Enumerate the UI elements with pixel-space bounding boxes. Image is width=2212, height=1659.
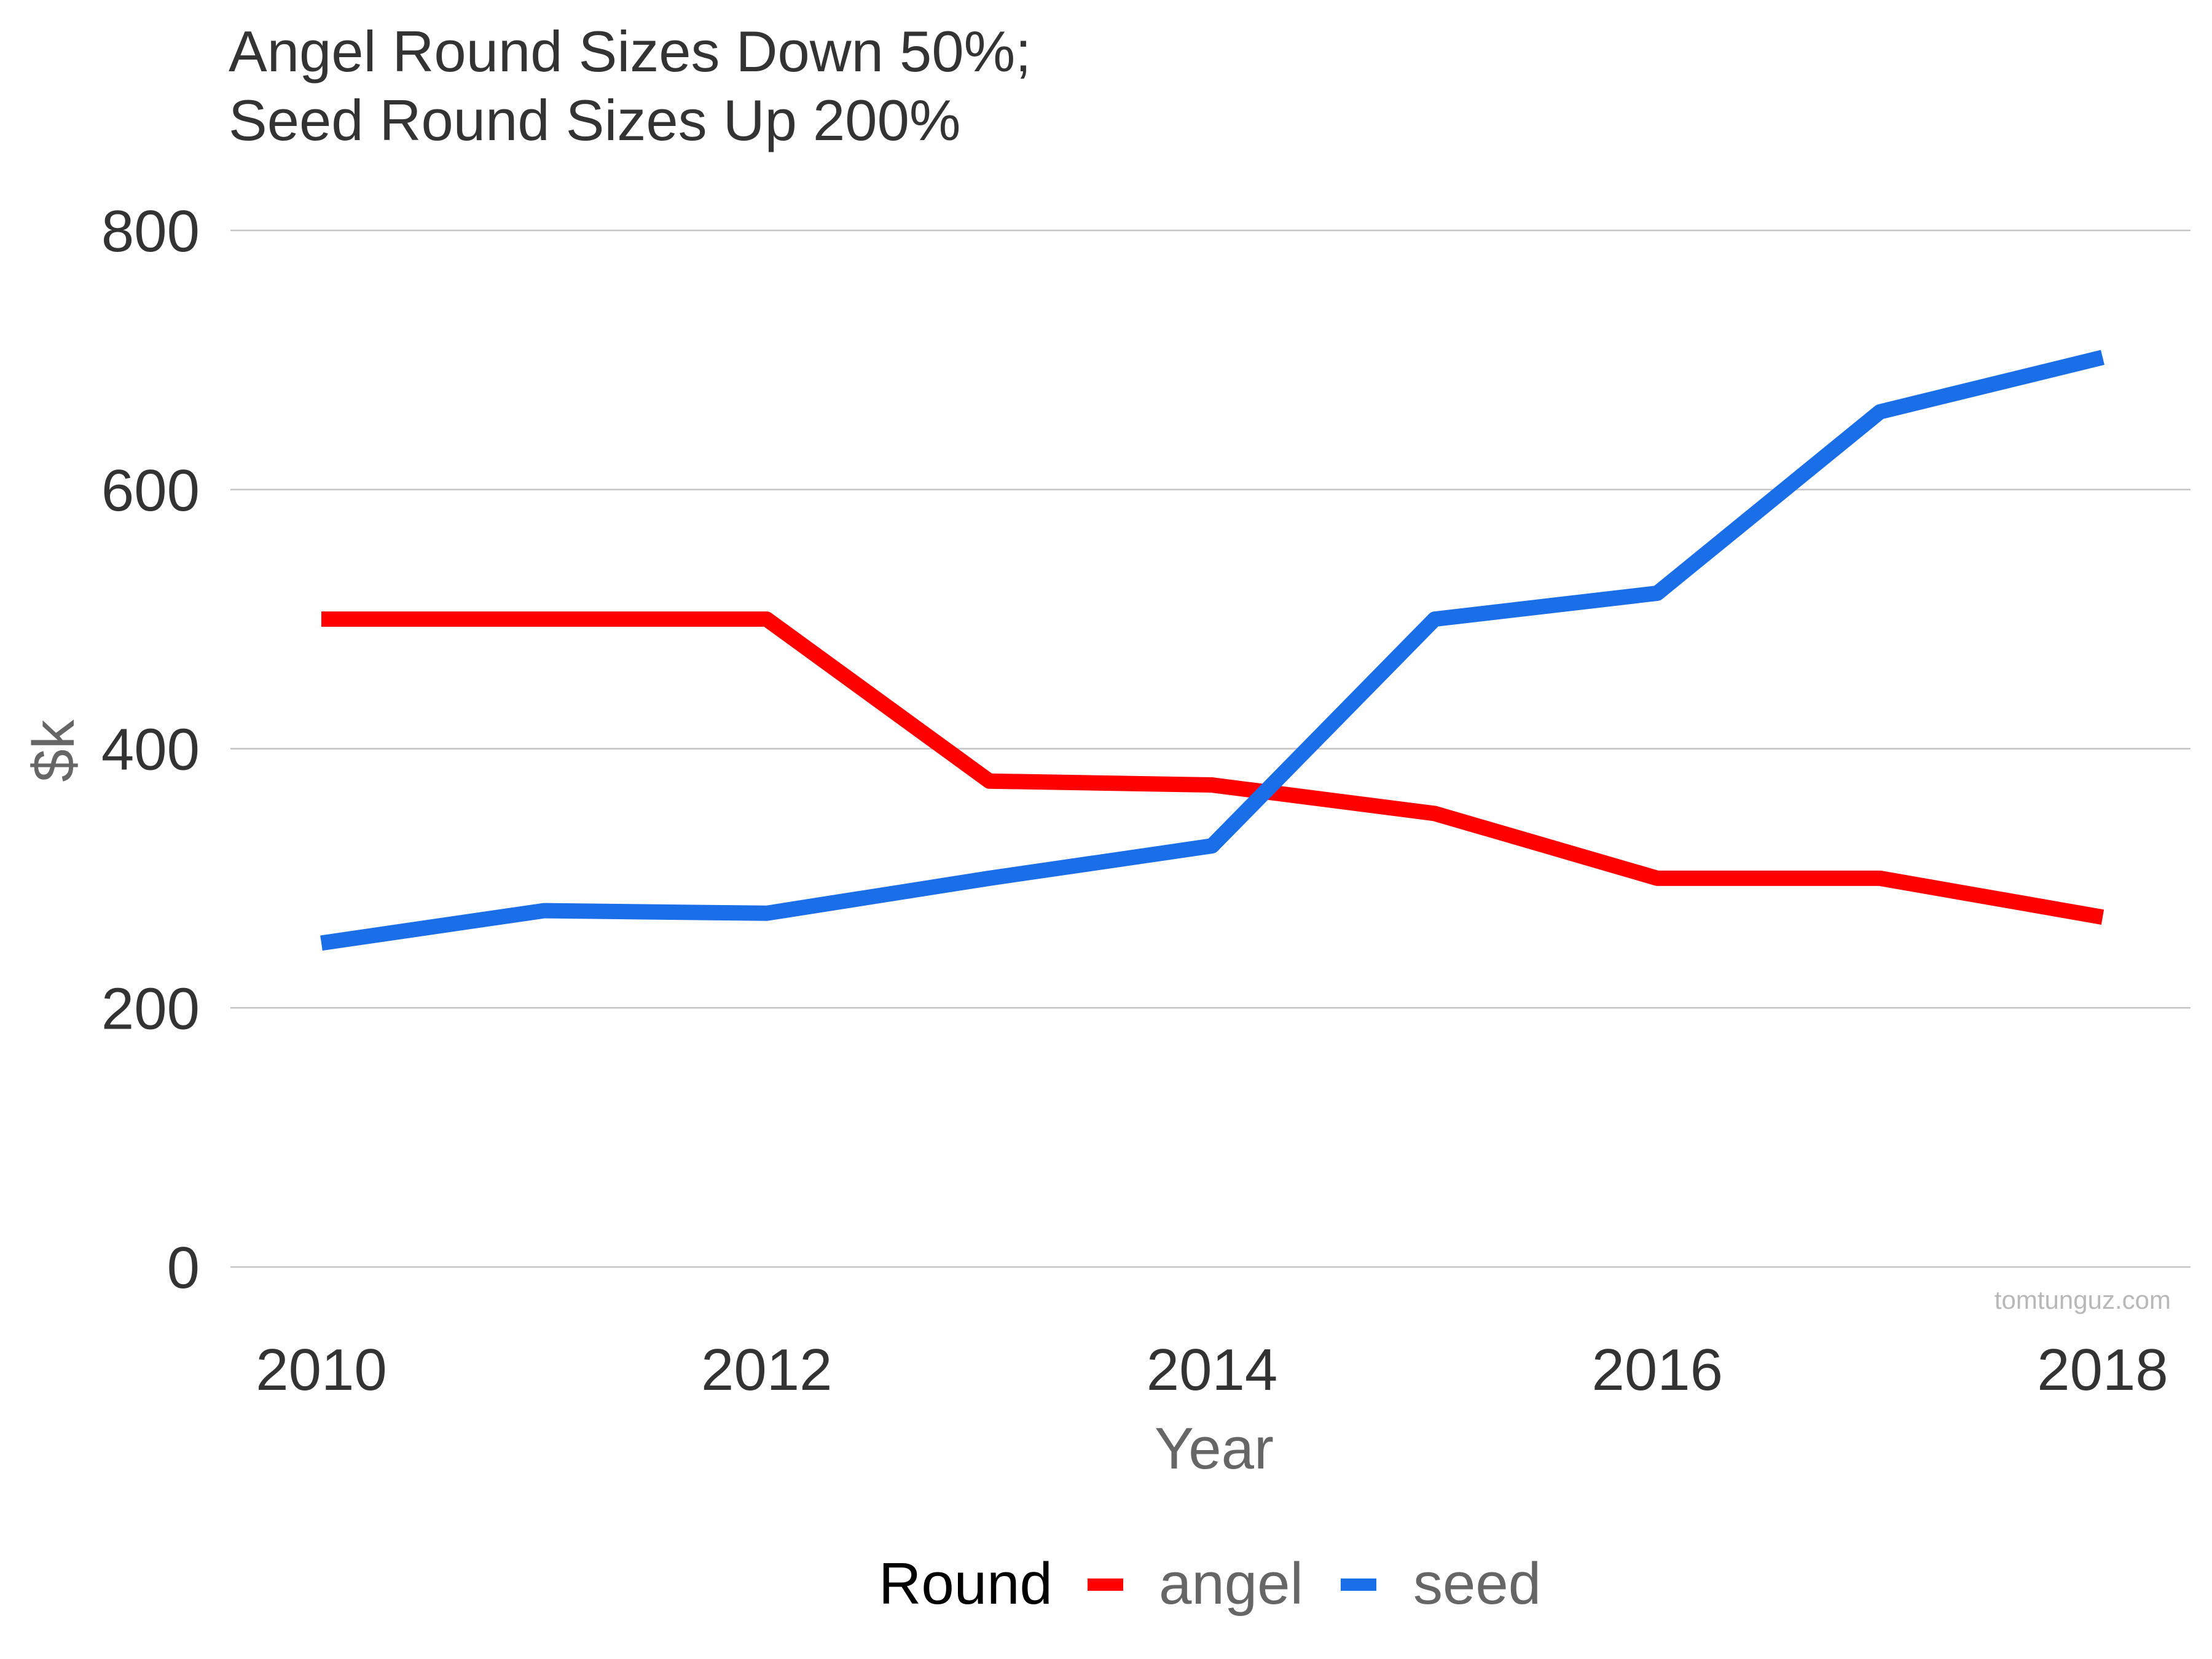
series-lines	[320, 350, 2104, 951]
y-axis-title: $k	[21, 719, 87, 782]
x-tick-label: 2018	[2037, 1337, 2168, 1403]
gridlines	[230, 229, 2190, 1268]
y-tick-label: 200	[101, 976, 200, 1041]
legend-swatch-angel	[1088, 1579, 1123, 1591]
y-tick-label: 400	[101, 717, 200, 783]
series-line-angel	[321, 611, 2104, 925]
series-line-seed	[320, 350, 2104, 951]
x-tick-label: 2010	[256, 1337, 387, 1403]
legend-title: Round	[879, 1551, 1053, 1617]
legend-swatch-seed	[1341, 1579, 1376, 1591]
watermark: tomtunguz.com	[1994, 1285, 2171, 1314]
legend-label-seed: seed	[1413, 1551, 1541, 1617]
x-tick-label: 2012	[701, 1337, 833, 1403]
x-axis-title: Year	[1155, 1416, 1274, 1481]
y-axis-ticks: 0 200 400 600 800	[101, 198, 200, 1301]
y-tick-label: 0	[167, 1235, 200, 1301]
chart-title-line-1: Angel Round Sizes Down 50%;	[229, 19, 1031, 84]
x-tick-label: 2014	[1147, 1337, 1278, 1403]
chart-title-line-2: Seed Round Sizes Up 200%	[229, 88, 960, 152]
y-tick-label: 600	[101, 458, 200, 524]
x-axis-ticks: 2010 2012 2014 2016 2018	[256, 1337, 2168, 1403]
y-tick-label: 800	[101, 198, 200, 264]
legend: Round angel seed	[879, 1551, 1541, 1617]
x-tick-label: 2016	[1591, 1337, 1723, 1403]
legend-label-angel: angel	[1159, 1551, 1303, 1617]
